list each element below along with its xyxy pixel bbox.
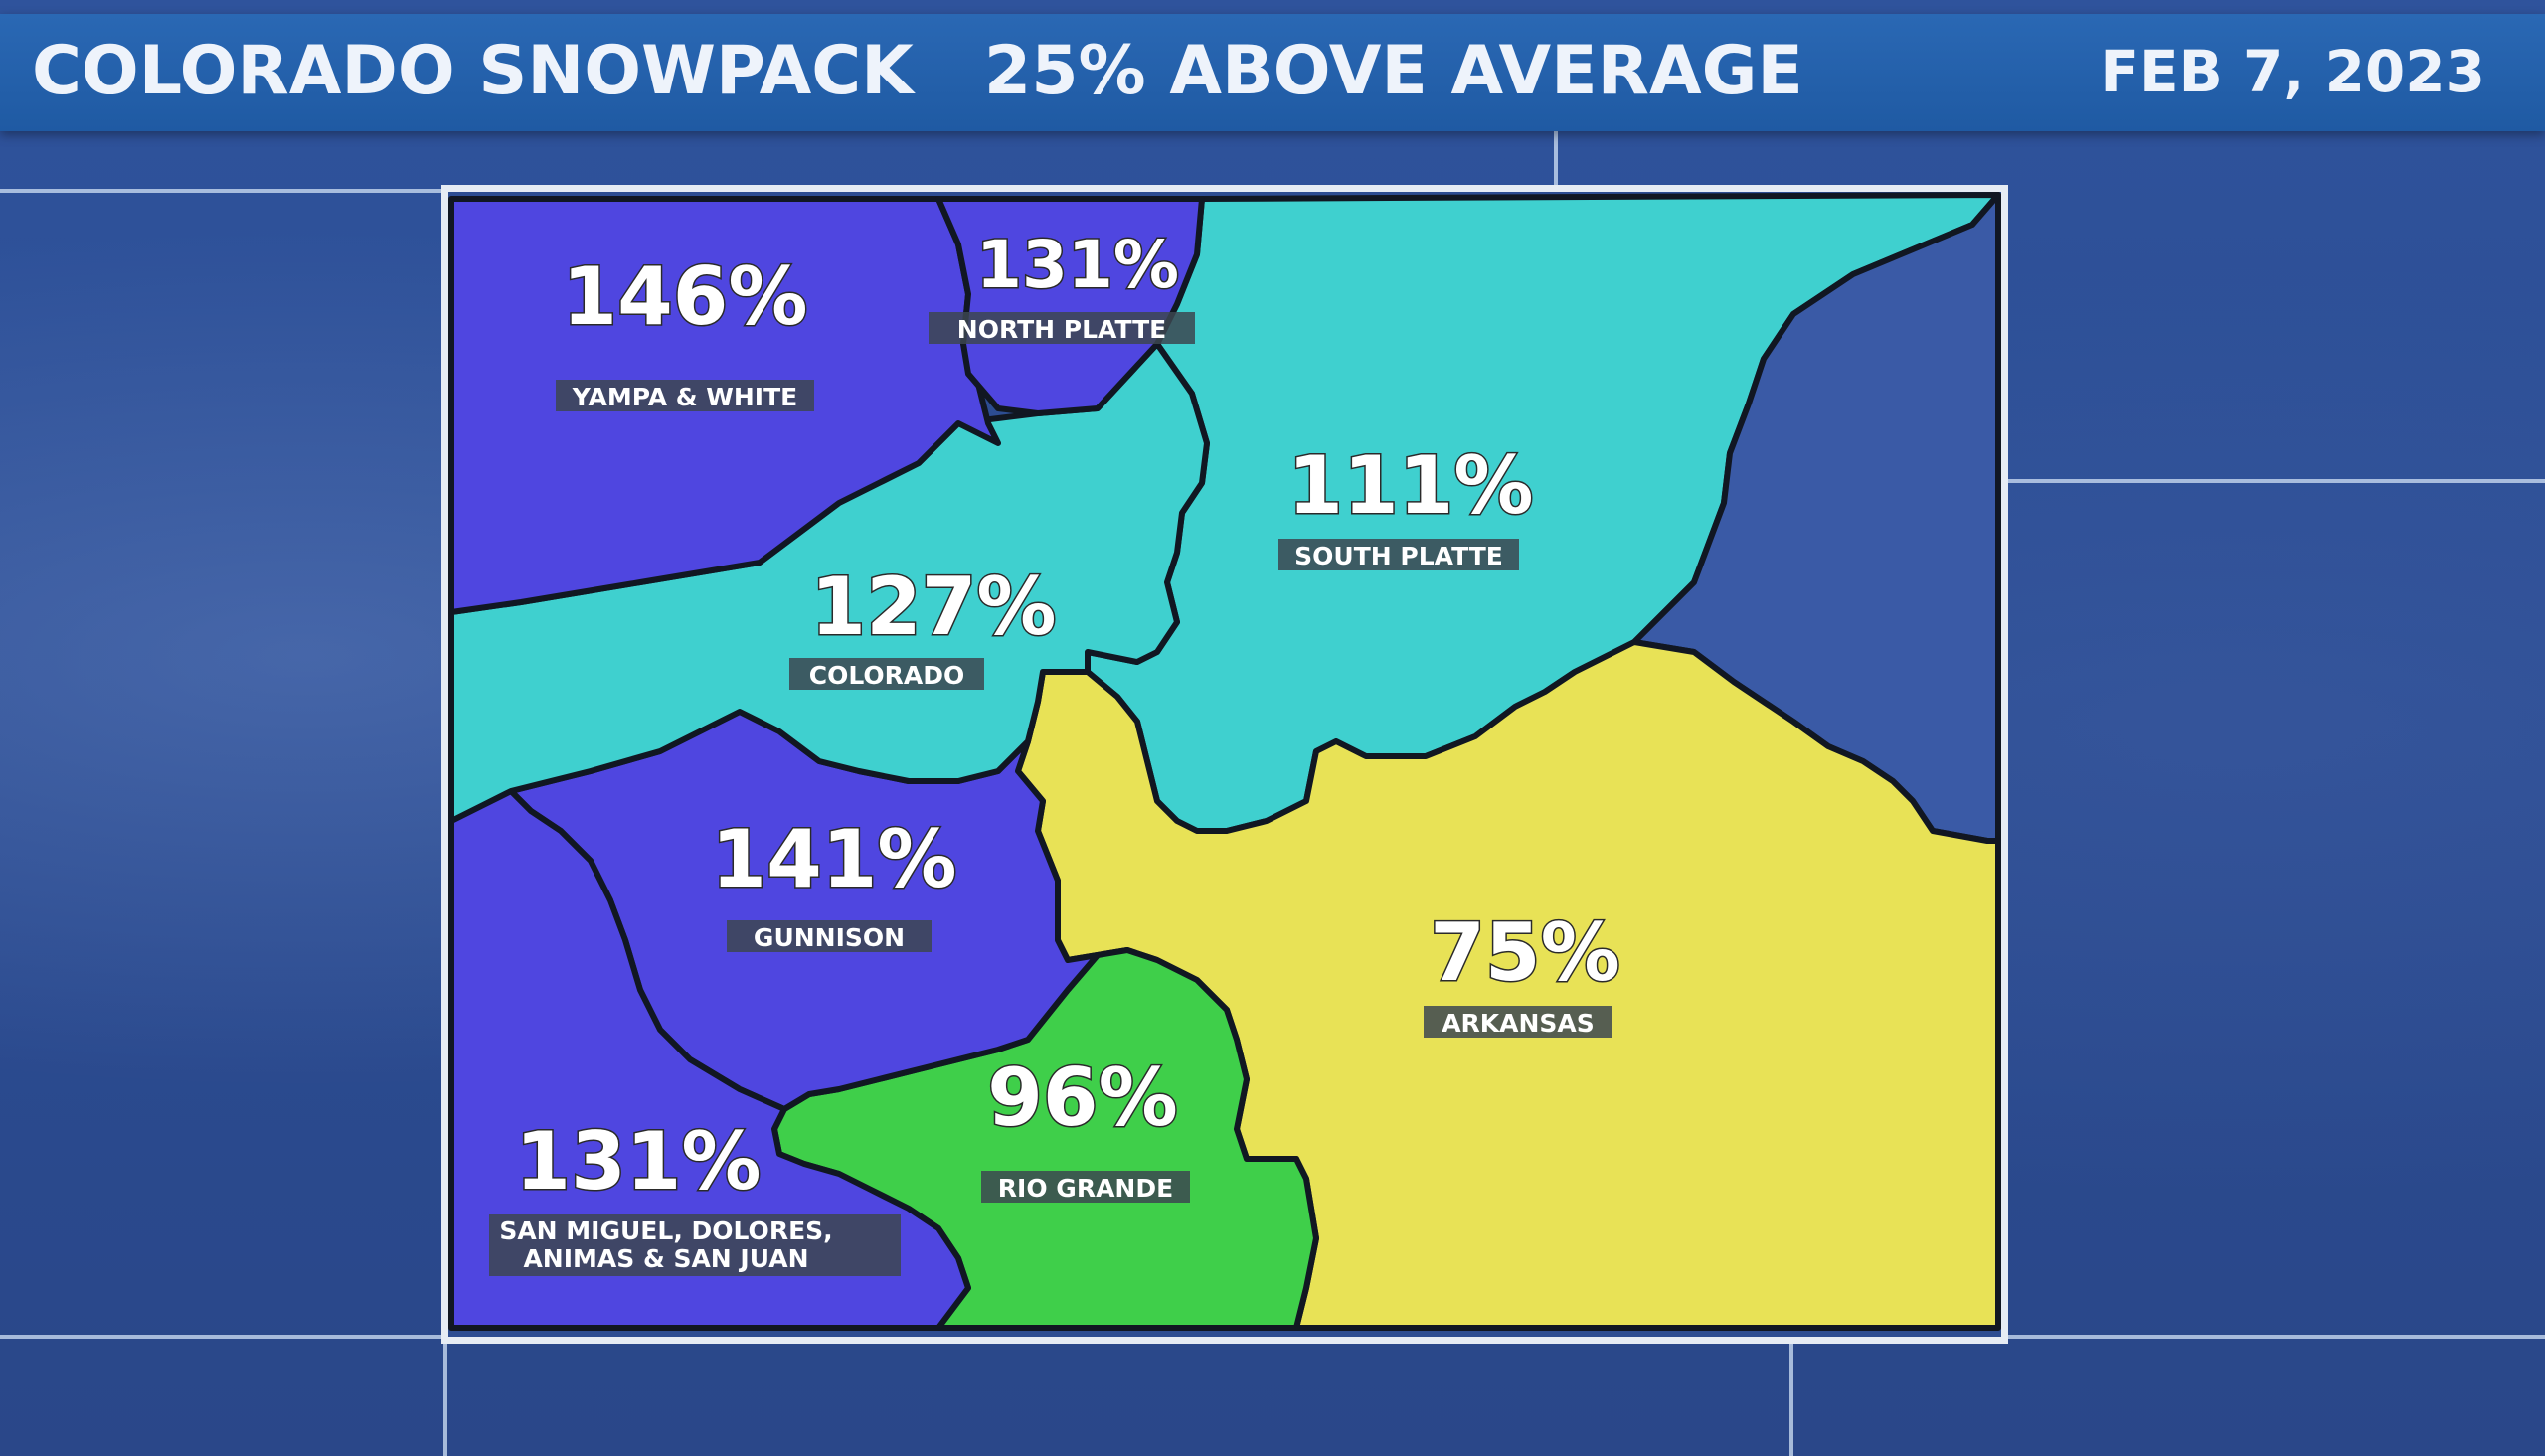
colorado-basin-map: 146% YAMPA & WHITE 131% NORTH PLATTE 111… [448,192,2001,1331]
label-san-miguel-line1: SAN MIGUEL, DOLORES, [499,1216,832,1245]
label-san-miguel-line2: ANIMAS & SAN JUAN [523,1244,808,1273]
label-north-platte: NORTH PLATTE [957,315,1166,344]
state-border-line [0,189,447,193]
percent-colorado: 127% [810,561,1056,653]
label-gunnison: GUNNISON [754,923,905,952]
percent-arkansas: 75% [1430,906,1619,999]
state-border-line [1789,1342,1793,1456]
percent-yampa: 146% [562,250,807,343]
header-bar: COLORADO SNOWPACK 25% ABOVE AVERAGE FEB … [0,14,2545,131]
state-border-line [0,1335,447,1339]
label-yampa: YAMPA & WHITE [572,383,797,411]
label-bg-south-platte [1278,539,1519,570]
header-title: COLORADO SNOWPACK 25% ABOVE AVERAGE [32,32,1803,110]
label-south-platte: SOUTH PLATTE [1294,542,1503,570]
label-bg-colorado [789,658,984,690]
label-bg-rio-grande [981,1171,1190,1203]
label-bg-yampa [556,380,814,411]
state-border-line [1554,129,1558,187]
state-border-line [2008,479,2545,483]
label-rio-grande: RIO GRANDE [998,1174,1173,1203]
percent-gunnison: 141% [711,813,956,905]
region-north-platte[interactable] [935,196,1205,416]
state-border-line [443,1342,447,1456]
percent-rio-grande: 96% [987,1052,1177,1144]
header-date: FEB 7, 2023 [2100,38,2485,105]
label-bg-gunnison [727,920,932,952]
state-border-line [2008,1335,2545,1339]
region-san-miguel[interactable] [448,788,971,1331]
label-bg-arkansas [1424,1006,1612,1038]
percent-san-miguel: 131% [515,1115,761,1208]
percent-north-platte: 131% [976,227,1179,303]
label-bg-north-platte [929,312,1195,344]
label-arkansas: ARKANSAS [1442,1009,1595,1038]
label-colorado: COLORADO [809,661,965,690]
label-bg-san-miguel [489,1214,901,1276]
percent-south-platte: 111% [1287,439,1533,532]
